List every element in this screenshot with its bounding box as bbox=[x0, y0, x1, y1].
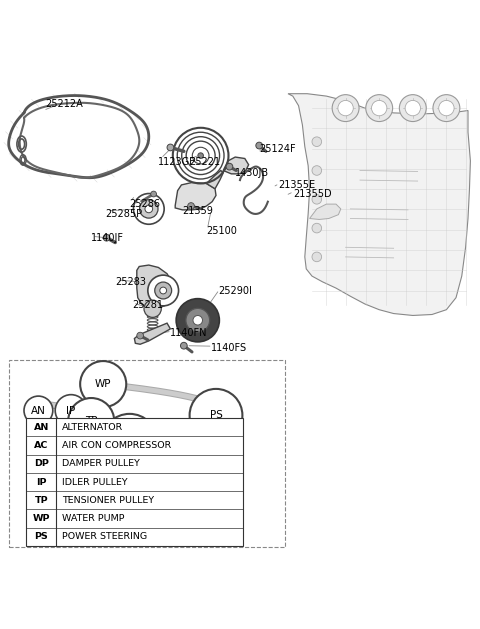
Circle shape bbox=[137, 332, 144, 339]
Circle shape bbox=[140, 199, 158, 218]
Text: 1140JF: 1140JF bbox=[91, 233, 124, 243]
Text: 21355D: 21355D bbox=[293, 189, 331, 199]
Text: 25281: 25281 bbox=[132, 300, 163, 310]
Text: 1123GF: 1123GF bbox=[158, 157, 196, 167]
Circle shape bbox=[133, 194, 164, 225]
Circle shape bbox=[312, 223, 322, 233]
Circle shape bbox=[198, 153, 204, 159]
Circle shape bbox=[366, 94, 393, 121]
Text: 1430JB: 1430JB bbox=[235, 168, 269, 178]
Text: TENSIONER PULLEY: TENSIONER PULLEY bbox=[62, 496, 154, 504]
Bar bbox=[26, 418, 243, 546]
Circle shape bbox=[176, 299, 219, 342]
Polygon shape bbox=[223, 157, 249, 174]
Circle shape bbox=[312, 137, 322, 147]
Text: 25283: 25283 bbox=[115, 277, 146, 287]
Text: TP: TP bbox=[35, 496, 48, 504]
Circle shape bbox=[312, 252, 322, 262]
Polygon shape bbox=[134, 323, 170, 344]
Circle shape bbox=[338, 101, 353, 116]
Text: PS: PS bbox=[35, 532, 48, 541]
Text: WP: WP bbox=[95, 379, 111, 389]
Circle shape bbox=[405, 101, 420, 116]
Text: POWER STEERING: POWER STEERING bbox=[62, 532, 147, 541]
Text: 1140FS: 1140FS bbox=[211, 343, 247, 353]
Circle shape bbox=[188, 203, 194, 209]
Text: AN: AN bbox=[34, 423, 49, 431]
Circle shape bbox=[226, 164, 233, 170]
Circle shape bbox=[55, 394, 87, 426]
Text: AC: AC bbox=[34, 441, 48, 450]
Text: IDLER PULLEY: IDLER PULLEY bbox=[62, 477, 128, 486]
Circle shape bbox=[68, 398, 114, 444]
Text: ALTERNATOR: ALTERNATOR bbox=[62, 423, 123, 431]
Circle shape bbox=[332, 94, 359, 121]
Circle shape bbox=[312, 165, 322, 175]
Circle shape bbox=[144, 300, 161, 318]
Circle shape bbox=[167, 144, 174, 151]
Text: TP: TP bbox=[85, 416, 97, 426]
Polygon shape bbox=[206, 170, 223, 189]
Circle shape bbox=[145, 205, 153, 213]
Circle shape bbox=[48, 427, 94, 473]
Text: 25285P: 25285P bbox=[106, 209, 143, 219]
Polygon shape bbox=[310, 204, 341, 220]
Circle shape bbox=[155, 282, 172, 299]
Bar bbox=[9, 360, 285, 547]
Circle shape bbox=[256, 142, 263, 149]
Circle shape bbox=[24, 396, 53, 425]
Circle shape bbox=[186, 308, 210, 332]
Polygon shape bbox=[288, 94, 470, 316]
Circle shape bbox=[439, 101, 454, 116]
Text: WP: WP bbox=[33, 514, 50, 523]
Text: 25212A: 25212A bbox=[46, 99, 84, 109]
Circle shape bbox=[180, 342, 187, 349]
Text: DP: DP bbox=[34, 459, 48, 468]
Text: 25124F: 25124F bbox=[259, 144, 296, 154]
Text: DAMPER PULLEY: DAMPER PULLEY bbox=[62, 459, 140, 468]
Circle shape bbox=[151, 191, 156, 197]
Text: IP: IP bbox=[66, 406, 76, 416]
Circle shape bbox=[193, 316, 203, 325]
Text: PS: PS bbox=[210, 410, 222, 420]
Circle shape bbox=[399, 94, 426, 121]
Text: DP: DP bbox=[122, 437, 137, 447]
Text: 21359: 21359 bbox=[182, 206, 213, 216]
Text: AC: AC bbox=[64, 445, 78, 455]
Text: 25286: 25286 bbox=[130, 199, 161, 209]
Circle shape bbox=[80, 361, 126, 407]
Text: 25290I: 25290I bbox=[218, 286, 252, 296]
Circle shape bbox=[103, 235, 110, 241]
Text: AN: AN bbox=[31, 406, 46, 416]
Text: 25100: 25100 bbox=[206, 226, 237, 236]
Polygon shape bbox=[137, 265, 173, 309]
Text: WATER PUMP: WATER PUMP bbox=[62, 514, 124, 523]
Circle shape bbox=[433, 94, 460, 121]
Circle shape bbox=[312, 194, 322, 204]
Text: IP: IP bbox=[36, 477, 47, 486]
Circle shape bbox=[148, 275, 179, 306]
Text: AIR CON COMPRESSOR: AIR CON COMPRESSOR bbox=[62, 441, 171, 450]
Text: 21355E: 21355E bbox=[278, 180, 315, 190]
Text: 1140FN: 1140FN bbox=[170, 328, 208, 338]
Circle shape bbox=[190, 389, 242, 442]
Circle shape bbox=[102, 414, 157, 469]
Polygon shape bbox=[175, 182, 216, 210]
Circle shape bbox=[160, 287, 167, 294]
Circle shape bbox=[372, 101, 387, 116]
Text: 25221: 25221 bbox=[190, 157, 221, 167]
